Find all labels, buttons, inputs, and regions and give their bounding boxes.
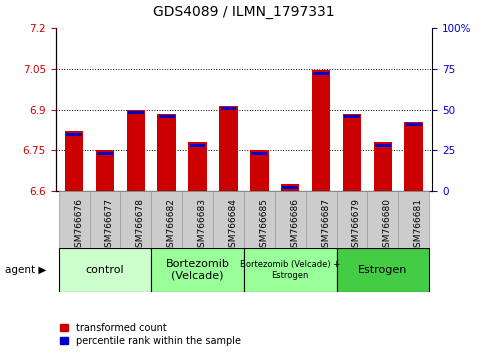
Text: GSM766677: GSM766677	[105, 198, 114, 253]
Bar	[213, 191, 244, 248]
Bar	[252, 152, 267, 155]
Bar	[404, 122, 423, 191]
Text: Bortezomib
(Velcade): Bortezomib (Velcade)	[166, 259, 229, 281]
Bar	[375, 144, 391, 147]
Text: GSM766686: GSM766686	[290, 198, 299, 253]
Text: GSM766687: GSM766687	[321, 198, 330, 253]
Text: GSM766678: GSM766678	[136, 198, 145, 253]
Bar	[127, 110, 145, 191]
Bar	[344, 115, 360, 118]
Text: GSM766679: GSM766679	[352, 198, 361, 253]
Bar	[190, 144, 205, 147]
Bar	[374, 142, 392, 191]
Bar	[368, 191, 398, 248]
Bar	[306, 191, 337, 248]
Bar	[313, 72, 329, 75]
Bar	[188, 142, 207, 191]
Bar	[159, 115, 174, 118]
Bar	[66, 133, 82, 136]
Bar	[65, 131, 84, 191]
Text: GSM766685: GSM766685	[259, 198, 269, 253]
Bar	[275, 191, 306, 248]
Legend: transformed count, percentile rank within the sample: transformed count, percentile rank withi…	[60, 323, 241, 346]
Bar	[58, 248, 151, 292]
Bar	[120, 191, 151, 248]
Bar	[89, 191, 120, 248]
Bar	[343, 114, 361, 191]
Bar	[97, 152, 113, 155]
Text: GSM766683: GSM766683	[198, 198, 207, 253]
Bar	[337, 248, 429, 292]
Text: control: control	[85, 265, 124, 275]
Bar	[219, 106, 238, 191]
Text: Bortezomib (Velcade) +
Estrogen: Bortezomib (Velcade) + Estrogen	[240, 260, 341, 280]
Bar	[157, 114, 176, 191]
Bar	[244, 191, 275, 248]
Bar	[151, 248, 244, 292]
Bar	[250, 150, 269, 191]
Bar	[96, 150, 114, 191]
Bar	[283, 186, 298, 189]
Bar	[151, 191, 182, 248]
Text: GSM766681: GSM766681	[414, 198, 423, 253]
Bar	[244, 248, 337, 292]
Bar	[182, 191, 213, 248]
Text: GSM766680: GSM766680	[383, 198, 392, 253]
Bar	[128, 111, 144, 114]
Bar	[406, 124, 422, 126]
Text: GSM766682: GSM766682	[167, 198, 176, 253]
Bar	[398, 191, 429, 248]
Bar	[337, 191, 368, 248]
Text: GDS4089 / ILMN_1797331: GDS4089 / ILMN_1797331	[153, 5, 335, 19]
Bar	[312, 70, 330, 191]
Text: agent ▶: agent ▶	[4, 265, 46, 275]
Text: GSM766676: GSM766676	[74, 198, 83, 253]
Bar	[58, 191, 89, 248]
Text: Estrogen: Estrogen	[358, 265, 408, 275]
Text: GSM766684: GSM766684	[228, 198, 238, 253]
Bar	[221, 107, 236, 110]
Bar	[281, 184, 299, 191]
